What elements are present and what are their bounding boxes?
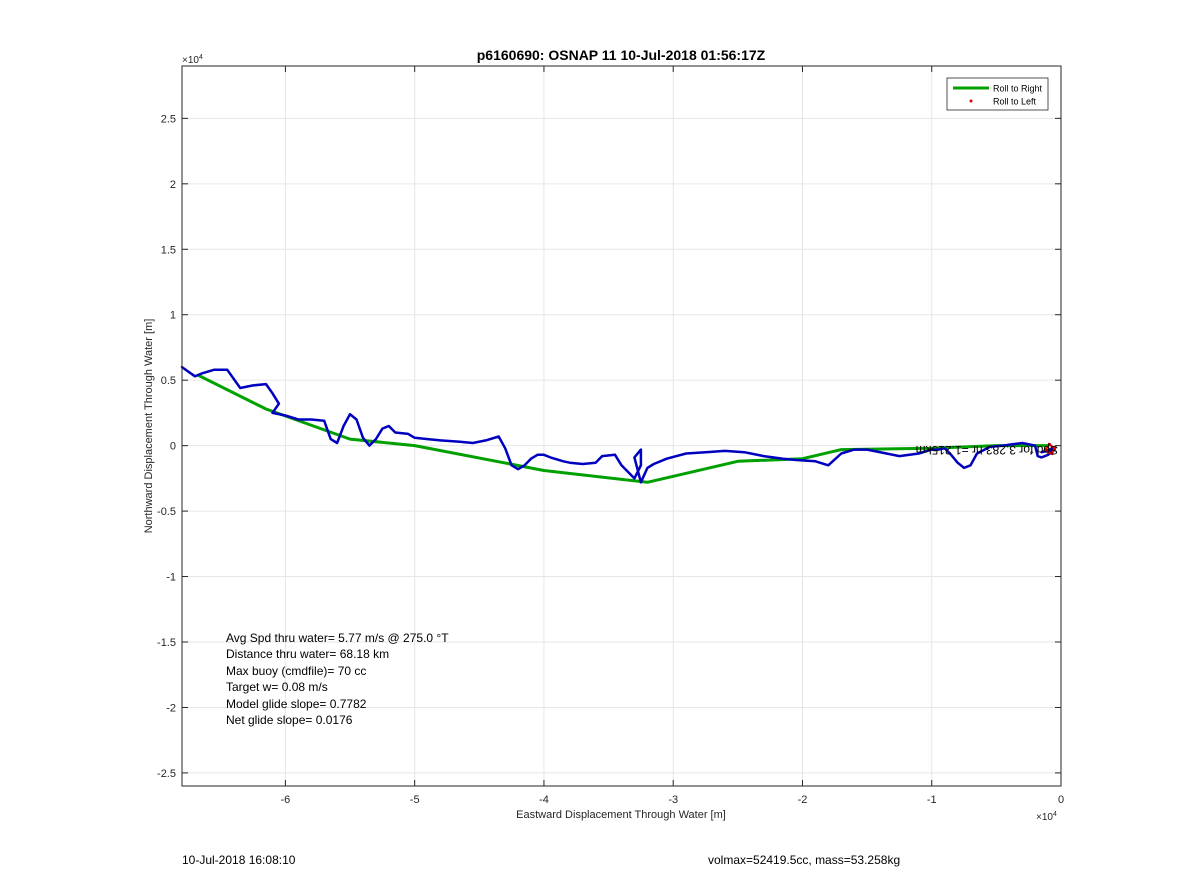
y-axis-label: Northward Displacement Through Water [m] bbox=[143, 319, 155, 534]
y-tick-label: 1 bbox=[170, 310, 176, 322]
legend-label-roll-right: Roll to Right bbox=[993, 84, 1043, 94]
stat-model-glide: Model glide slope= 0.7782 bbox=[226, 697, 367, 711]
axis-ticks: -6 -5 -4 -3 -2 -1 0 -2.5 -2 -1.5 -1 -0.5 0 0.5 1 1.5 2 2.… bbox=[157, 66, 1064, 806]
y-tick-label: -1.5 bbox=[157, 637, 176, 649]
y-tick-label: -0.5 bbox=[157, 506, 176, 518]
footer-volmax-mass: volmax=52419.5cc, mass=53.258kg bbox=[708, 853, 901, 867]
x-tick-label: -1 bbox=[927, 794, 937, 806]
y-tick-label: -2 bbox=[166, 702, 176, 714]
stat-max-buoy: Max buoy (cmdfile)= 70 cc bbox=[226, 664, 366, 678]
legend-box bbox=[946, 77, 1049, 111]
x-tick-label: -6 bbox=[281, 794, 291, 806]
y-tick-label: 2 bbox=[170, 179, 176, 191]
y-tick-label: -1 bbox=[166, 572, 176, 584]
stat-distance: Distance thru water= 68.18 km bbox=[226, 647, 389, 661]
x-tick-label: -2 bbox=[798, 794, 808, 806]
series-layer bbox=[180, 365, 1057, 484]
y-tick-label: -2.5 bbox=[157, 768, 176, 780]
series-track-line bbox=[180, 365, 1056, 484]
grid bbox=[182, 66, 1062, 786]
y-tick-label: 0.5 bbox=[161, 375, 176, 387]
y-tick-label: 2.5 bbox=[161, 113, 176, 125]
x-tick-label: -5 bbox=[410, 794, 420, 806]
y-tick-label: 1.5 bbox=[161, 244, 176, 256]
stat-avg-speed: Avg Spd thru water= 5.77 m/s @ 275.0 °T bbox=[226, 631, 449, 645]
legend-marker-roll-left bbox=[969, 99, 973, 103]
plot-border bbox=[181, 65, 1062, 787]
roll-to-left-point bbox=[1043, 447, 1048, 452]
stat-net-glide: Net glide slope= 0.0176 bbox=[226, 713, 353, 727]
roll-to-left-point bbox=[1052, 446, 1057, 450]
stat-target-w: Target w= 0.08 m/s bbox=[226, 680, 328, 694]
chart-title: p6160690: OSNAP 11 10-Jul-2018 01:56:17Z bbox=[477, 47, 766, 63]
mirrored-speed-label: Spd for 3.283 hr =1.215km bbox=[916, 443, 1058, 457]
x-exponent-label: ×104 bbox=[1036, 811, 1057, 823]
y-tick-label: 0 bbox=[170, 441, 176, 453]
x-tick-label: -3 bbox=[668, 794, 678, 806]
x-tick-label: -4 bbox=[539, 794, 549, 806]
stats-annotation: Avg Spd thru water= 5.77 m/s @ 275.0 °T … bbox=[226, 631, 449, 727]
roll-to-left-point bbox=[1050, 451, 1054, 456]
footer-timestamp: 10-Jul-2018 16:08:10 bbox=[182, 853, 296, 867]
plot-area bbox=[182, 66, 1061, 786]
x-tick-label: 0 bbox=[1058, 794, 1064, 806]
legend: Roll to Right Roll to Left bbox=[946, 77, 1049, 111]
x-axis-label: Eastward Displacement Through Water [m] bbox=[516, 809, 726, 821]
roll-to-left-point bbox=[1047, 442, 1051, 446]
legend-label-roll-left: Roll to Left bbox=[993, 97, 1037, 107]
roll-to-left-point bbox=[1046, 450, 1050, 454]
y-exponent-label: ×104 bbox=[182, 54, 203, 66]
